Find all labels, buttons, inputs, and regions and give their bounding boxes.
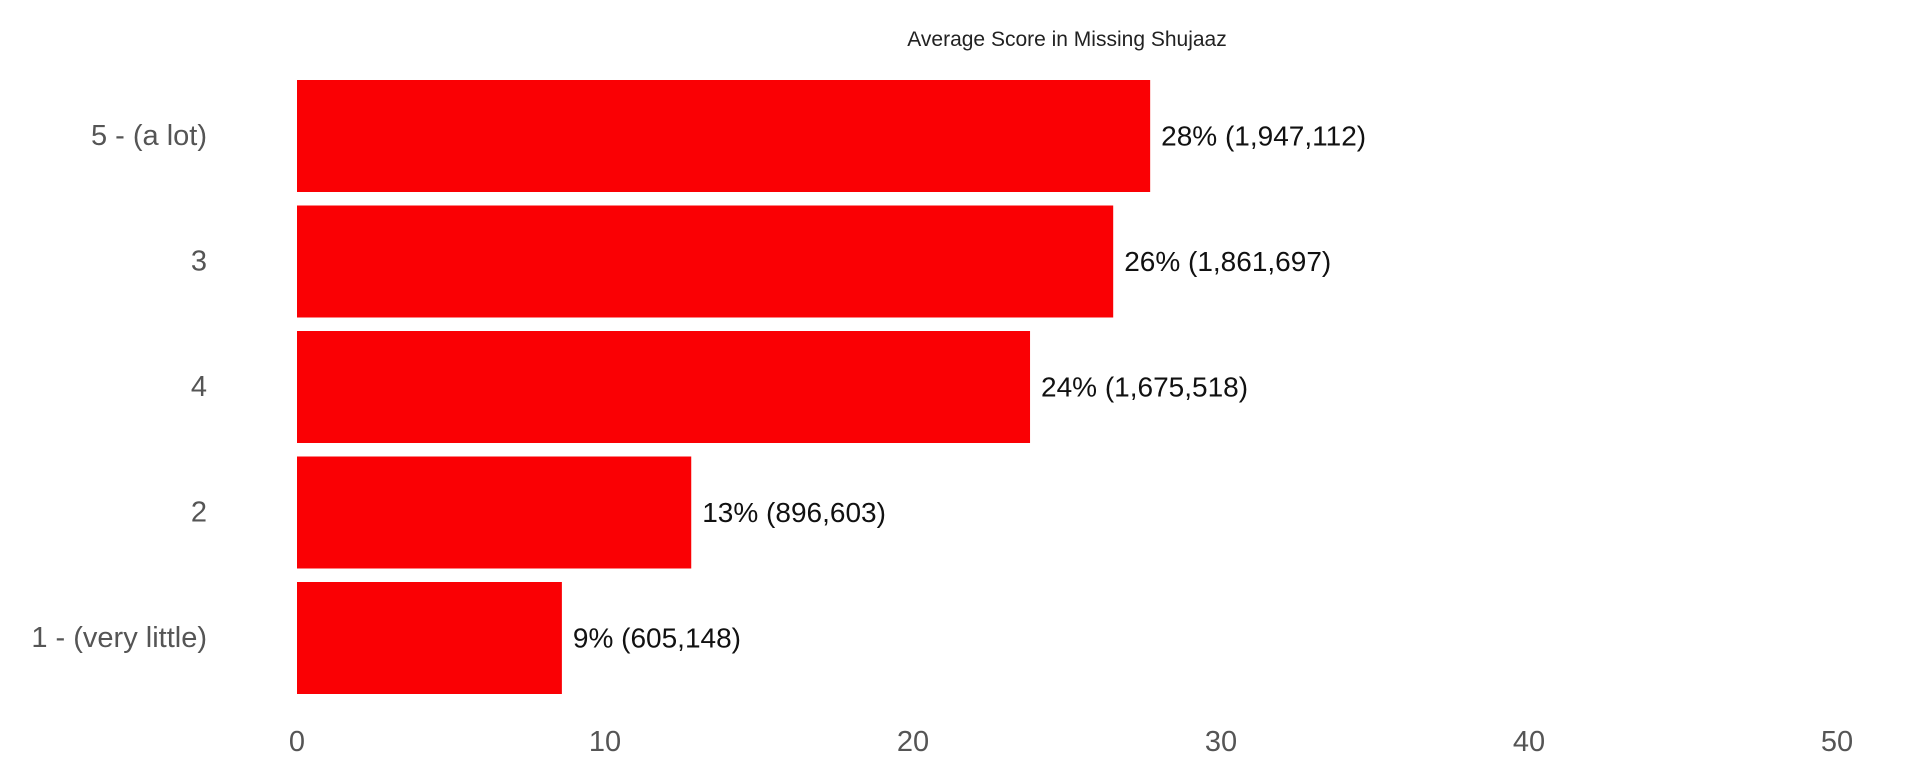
bar-data-label: 13% (896,603) xyxy=(702,497,886,528)
bar xyxy=(297,456,692,569)
category-label: 2 xyxy=(191,497,207,529)
category-label: 5 - (a lot) xyxy=(91,120,207,152)
x-axis-ticks: 0 10 20 30 40 50 xyxy=(289,726,1853,758)
bar xyxy=(297,205,1114,318)
x-tick-label: 30 xyxy=(1205,726,1237,758)
bars-layer xyxy=(297,80,1151,694)
category-label: 1 - (very little) xyxy=(31,622,207,654)
bar xyxy=(297,582,562,694)
bar-data-label: 28% (1,947,112) xyxy=(1161,121,1366,152)
category-label: 3 xyxy=(191,246,207,278)
bar-data-label: 24% (1,675,518) xyxy=(1041,372,1248,403)
chart-title: Average Score in Missing Shujaaz xyxy=(907,28,1226,51)
data-labels-layer: 28% (1,947,112) 26% (1,861,697) 24% (1,675… xyxy=(573,121,1366,654)
x-tick-label: 0 xyxy=(289,726,305,758)
bar-data-label: 9% (605,148) xyxy=(573,623,741,654)
bar xyxy=(297,331,1031,443)
x-tick-label: 20 xyxy=(897,726,929,758)
x-tick-label: 50 xyxy=(1821,726,1853,758)
category-label: 4 xyxy=(191,371,207,403)
x-tick-label: 40 xyxy=(1513,726,1545,758)
x-tick-label: 10 xyxy=(589,726,621,758)
bar xyxy=(297,80,1151,192)
category-labels-layer: 5 - (a lot) 3 4 2 1 - (very little) xyxy=(31,120,207,654)
bar-data-label: 26% (1,861,697) xyxy=(1124,246,1331,277)
